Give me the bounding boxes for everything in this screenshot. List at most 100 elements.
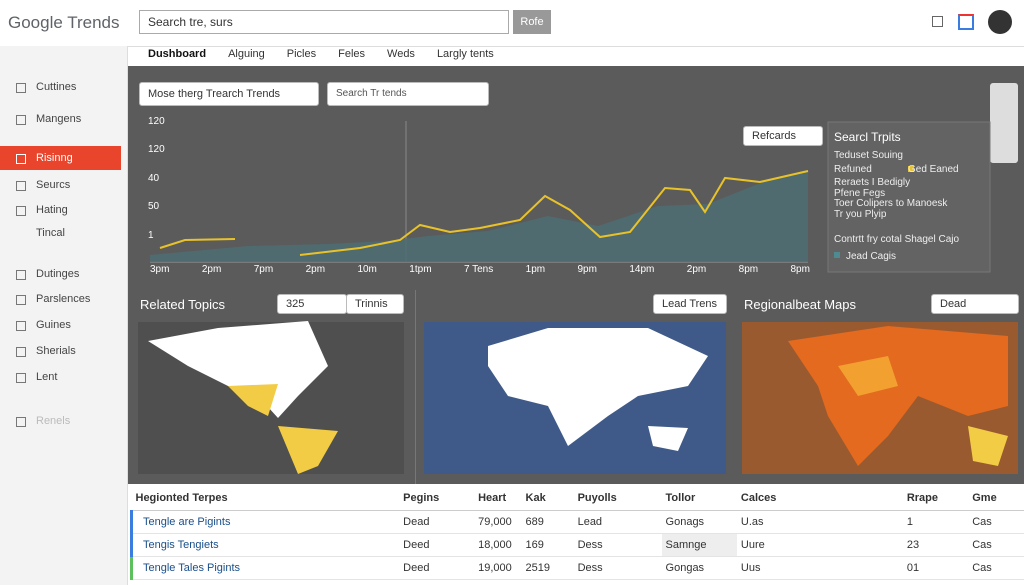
sidebar-item[interactable]: Parslences (36, 293, 91, 305)
table-cell: 23 (906, 538, 920, 551)
sidebar-item[interactable]: Tincal (36, 227, 65, 239)
trend-line-b (299, 170, 809, 256)
table-cell: Cas (972, 561, 992, 574)
sidebar-item[interactable]: Mangens (36, 113, 82, 125)
sidebar-item[interactable]: Sherials (36, 345, 76, 357)
related-title: Related Topics (140, 297, 226, 312)
avatar[interactable] (988, 10, 1012, 34)
header-cell: Puyolls (577, 491, 617, 504)
table-cell: 1 (906, 515, 913, 528)
sidebar-item[interactable]: Hating (36, 204, 68, 216)
map-highlight (968, 426, 1008, 466)
legend-item: Tr you Plyip (834, 209, 887, 220)
sidebar-icon (16, 295, 26, 305)
tab[interactable]: Dushboard (148, 48, 207, 60)
sidebar-item[interactable]: Cuttines (36, 81, 77, 93)
y-label: 120 (148, 116, 165, 127)
x-label: 14pm (629, 264, 655, 275)
x-label: 2pm (686, 264, 707, 275)
search-button[interactable]: Rofe (513, 10, 551, 34)
x-label: 7 Tens (463, 264, 494, 275)
sidebar (0, 46, 128, 585)
tab[interactable]: Alguing (228, 48, 265, 60)
sidebar-item[interactable]: Dutinges (36, 268, 80, 280)
header-cell: Hegionted Terpes (135, 491, 228, 504)
refresh-button[interactable]: Refcards (743, 126, 823, 146)
tabs: Dushboard Alguing Picles Feles Weds Largly te… (148, 48, 494, 60)
legend-item: Refuned (834, 164, 872, 175)
apps-icon[interactable] (958, 14, 974, 30)
search-box[interactable]: Search tre, surs (139, 10, 509, 34)
legend-swatch (834, 252, 840, 258)
sidebar-item[interactable]: Risinng (36, 152, 73, 164)
x-label: 10m (357, 264, 377, 275)
table-row[interactable]: Tengis Tengiets Deed 18,000 169 Dess Samnge Uu… (131, 533, 1024, 556)
x-labels: 3pm 2pm 7pm 2pm 10m 1tpm 7 Tens 1pm 9pm 14pm 2pm 8p… (150, 264, 810, 275)
logo[interactable]: Google Trends (8, 13, 120, 32)
x-label: 9pm (577, 264, 597, 275)
related-select[interactable]: Trinnis (346, 294, 404, 314)
header-cell: Rrape (906, 491, 939, 504)
legend-box (827, 121, 991, 273)
sidebar-icon (16, 206, 26, 216)
table-cell: Cas (972, 515, 992, 528)
x-label: 8pm (738, 264, 759, 275)
x-label: 8pm (790, 264, 810, 275)
table-cell: Dead (403, 515, 430, 528)
table-cell: 18,000 (478, 538, 512, 551)
x-label: 2pm (305, 264, 326, 275)
header-cell: Tollor (665, 491, 696, 504)
x-label: 2pm (201, 264, 222, 275)
table-cell: Tengis Tengiets (143, 538, 219, 551)
map-land (488, 328, 708, 446)
regional-select[interactable]: Dead (931, 294, 1019, 314)
table-cell: 169 (525, 538, 544, 551)
tab[interactable]: Feles (338, 48, 366, 60)
sidebar-item[interactable]: Seurcs (36, 179, 71, 191)
trend-dropdown[interactable]: Mose therg Trearch Trends (139, 82, 319, 106)
sidebar-item[interactable]: Guines (36, 319, 71, 331)
x-label: 1tpm (409, 264, 432, 275)
table-cell: Uus (740, 561, 761, 574)
sidebar-item[interactable]: Renels (36, 415, 71, 427)
related-input[interactable]: 325 (277, 294, 347, 314)
divider (415, 290, 416, 484)
map-highlight (838, 356, 898, 396)
search-dropdown[interactable]: Search Tr tends (327, 82, 489, 106)
table-cell: Tengle are Pigints (143, 515, 231, 528)
map-land (148, 321, 328, 418)
header-cell: Gme (972, 491, 997, 504)
legend-item: Contrtt fry cotal Shagel Cajo (834, 234, 960, 245)
sidebar-icon (16, 181, 26, 191)
table-row[interactable]: Tengle Tales Pigints Deed 19,000 2519 Dess Go… (131, 556, 1024, 579)
table: Hegionted Terpes Pegins Heart Kak Puyolls Tol… (130, 486, 1024, 580)
tab[interactable]: Picles (286, 48, 317, 60)
table-row[interactable]: Tengle are Pigints Dead 79,000 689 Lead Gonag… (131, 510, 1024, 533)
table-cell: Samnge (661, 533, 737, 556)
sidebar-item[interactable]: Lent (36, 371, 58, 383)
legend-title: Searcl Trpits (834, 130, 901, 144)
table-cell: Uure (740, 538, 765, 551)
map-highlight (228, 384, 278, 416)
table-cell: Deed (403, 538, 430, 551)
legend-item: Ged Eaned (908, 164, 959, 175)
legend-swatch (908, 166, 914, 172)
sidebar-icon (16, 83, 26, 93)
table-cell: 689 (525, 515, 544, 528)
sidebar-icon (16, 347, 26, 357)
table-cell: Tengle Tales Pigints (143, 561, 241, 574)
legend-item: Reraets I Bedigly (834, 177, 911, 188)
side-tools[interactable] (990, 83, 1018, 163)
header-cell: Pegins (403, 491, 440, 504)
table-cell: Deed (403, 561, 430, 574)
notify-icon[interactable] (932, 16, 943, 27)
header-cell: Heart (478, 491, 507, 504)
table-cell: 2519 (525, 561, 550, 574)
x-label: 7pm (253, 264, 274, 275)
lead-select[interactable]: Lead Trens (653, 294, 727, 314)
table-cell: Lead (577, 515, 603, 528)
table-cell: Dess (577, 538, 603, 551)
legend-item: Teduset Souing (834, 150, 903, 161)
tab[interactable]: Largly tents (436, 48, 494, 60)
tab[interactable]: Weds (387, 48, 415, 60)
